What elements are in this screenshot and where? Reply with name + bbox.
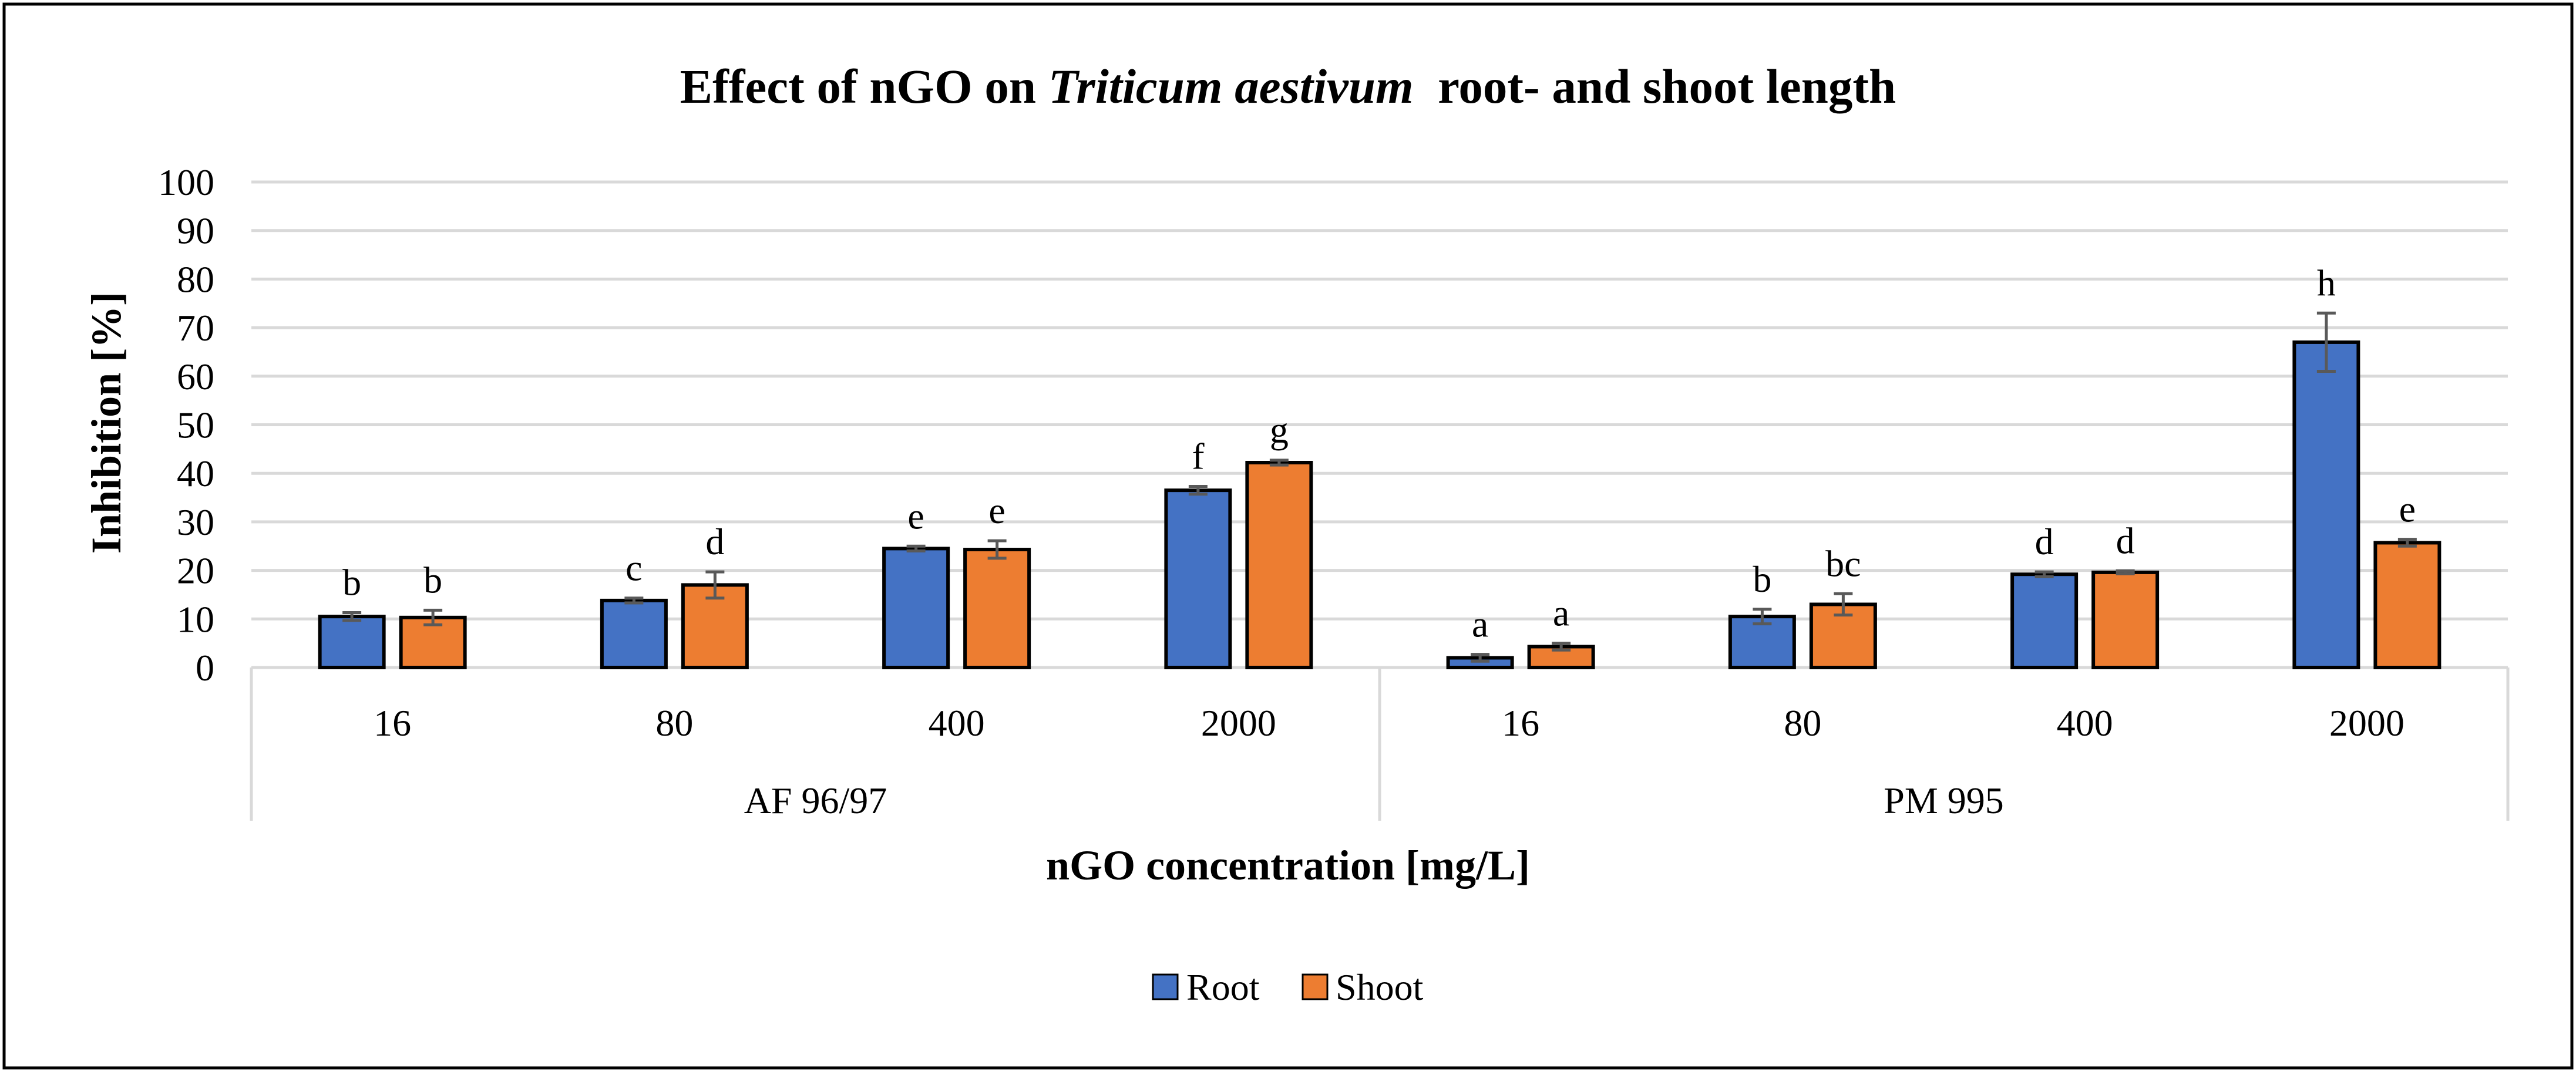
bar-shoot (2373, 541, 2442, 669)
bar-root (600, 598, 668, 670)
legend-swatch-shoot (1302, 973, 1329, 1000)
x-tick-label: 16 (1502, 702, 1539, 744)
y-axis-ticks: 0 10 20 30 40 50 60 70 80 90 100 (158, 161, 214, 689)
y-tick-label: 30 (177, 501, 214, 543)
significance-label: g (1270, 409, 1289, 451)
group-label: PM 995 (1884, 780, 2004, 821)
significance-label: bc (1825, 542, 1861, 584)
x-tick-label: 2000 (2329, 702, 2405, 744)
x-tick-label: 80 (1784, 702, 1821, 744)
y-tick-label: 40 (177, 453, 214, 494)
bar-shoot (2091, 570, 2160, 670)
significance-label: d (705, 521, 724, 562)
y-tick-label: 20 (177, 550, 214, 592)
chart-title: Effect of nGO on Triticum aestivum root-… (680, 59, 1896, 113)
bars (318, 340, 2442, 670)
group-label: AF 96/97 (744, 780, 887, 821)
category-axis: AF 96/97 PM 995 16 80 400 2000 16 80 400 2000 (250, 668, 2510, 821)
bar-root (882, 547, 950, 670)
significance-label: b (342, 562, 361, 604)
significance-label: a (1553, 592, 1569, 634)
y-tick-label: 10 (177, 598, 214, 640)
significance-label: b (423, 559, 442, 601)
y-tick-label: 50 (177, 404, 214, 446)
x-tick-label: 2000 (1201, 702, 1276, 744)
x-tick-label: 400 (929, 702, 985, 744)
legend-swatch-root (1152, 973, 1179, 1000)
bar-root (1164, 488, 1232, 670)
bar-root (2010, 572, 2079, 669)
x-tick-label: 80 (655, 702, 693, 744)
significance-label: d (2116, 520, 2135, 561)
bar-shoot (1245, 461, 1313, 669)
significance-label: e (988, 490, 1005, 531)
significance-label: d (2035, 521, 2054, 562)
bar-shoot (963, 548, 1031, 669)
legend: Root Shoot (1152, 966, 1424, 1008)
legend-label-root: Root (1186, 966, 1260, 1008)
x-axis-title: nGO concentration [mg/L] (1046, 842, 1530, 889)
significance-label: e (2399, 488, 2416, 530)
bar-root (318, 615, 386, 670)
legend-label-shoot: Shoot (1336, 966, 1424, 1008)
y-tick-label: 90 (177, 210, 214, 252)
bar-root (2292, 340, 2360, 669)
significance-label: f (1192, 436, 1205, 477)
y-tick-label: 100 (158, 161, 214, 203)
y-tick-label: 60 (177, 356, 214, 397)
y-tick-label: 80 (177, 258, 214, 300)
error-bars (342, 311, 2417, 663)
significance-label: a (1472, 604, 1488, 645)
significance-label: e (907, 495, 924, 537)
y-axis-title: Inhibition [%] (83, 292, 130, 554)
significance-label: c (625, 547, 642, 589)
x-tick-label: 16 (374, 702, 411, 744)
y-tick-label: 0 (196, 647, 214, 689)
x-tick-label: 400 (2057, 702, 2113, 744)
significance-label: h (2317, 262, 2336, 304)
y-tick-label: 70 (177, 307, 214, 349)
significance-label: b (1753, 558, 1771, 600)
